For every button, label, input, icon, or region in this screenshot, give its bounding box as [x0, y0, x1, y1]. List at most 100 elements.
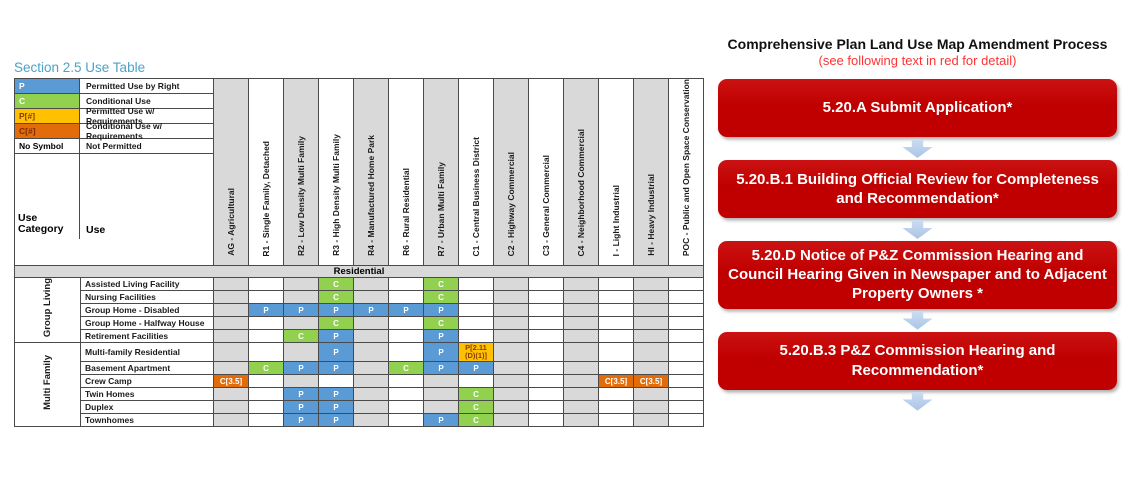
legend-label: Conditional Use w/ Requirements: [86, 121, 163, 141]
table-corner: P Permitted Use by Right C Conditional Use P…: [14, 77, 214, 267]
use-cell-I: [598, 342, 634, 363]
use-label: Nursing Facilities: [80, 290, 214, 305]
column-header-HI: HI - Heavy Industrial: [633, 77, 669, 267]
column-header-C2: C2 - Highway Commercial: [493, 77, 529, 267]
use-cell-R2: [283, 342, 319, 363]
use-cell-AG: [213, 316, 249, 331]
use-cell-R4: [353, 387, 389, 402]
use-cell-R3: P: [318, 303, 354, 318]
use-cell-R2: C: [283, 329, 319, 344]
use-label: Retirement Facilities: [80, 329, 214, 344]
legend-row-4: No Symbol Not Permitted: [15, 139, 213, 154]
column-header-R1: R1 - Single Family, Detached: [248, 77, 284, 267]
flow-arrow-wrap: [718, 219, 1117, 240]
legend-row-0: P Permitted Use by Right: [15, 79, 213, 94]
use-cell-C1: P: [458, 361, 494, 376]
use-cell-R6: [388, 374, 424, 389]
use-cell-R1: [248, 387, 284, 402]
use-cell-R6: [388, 329, 424, 344]
flow-step-label: 5.20.B.1 Building Official Review for Co…: [736, 170, 1099, 207]
use-cell-R2: [283, 277, 319, 292]
use-cell-R6: [388, 316, 424, 331]
use-cell-C1: [458, 374, 494, 389]
group-label-multi-family: Multi Family: [14, 342, 81, 428]
use-cell-R4: [353, 400, 389, 415]
use-cell-R3: P: [318, 342, 354, 363]
use-cell-R6: P: [388, 303, 424, 318]
use-cell-C3: [528, 400, 564, 415]
use-cell-R3: P: [318, 329, 354, 344]
use-cell-C2: [493, 303, 529, 318]
use-row: Crew Camp C[3.5] C[3.5] C[3.5]: [15, 374, 704, 389]
use-cell-C1: [458, 303, 494, 318]
arrow-down-icon: [902, 310, 933, 330]
use-row: Townhomes P P P C: [15, 413, 704, 428]
use-cell-C4: [563, 413, 599, 428]
use-cell-C2: [493, 290, 529, 305]
column-header-R6: R6 - Rural Residential: [388, 77, 424, 267]
corner-bottom: Use Category Use: [16, 154, 213, 239]
use-cell-I: [598, 400, 634, 415]
use-cell-AG: [213, 413, 249, 428]
use-cell-R2: P: [283, 413, 319, 428]
use-cell-C2: [493, 361, 529, 376]
use-cell-C2: [493, 413, 529, 428]
use-cell-C4: [563, 303, 599, 318]
use-cell-R1: [248, 277, 284, 292]
banner-row: Residential: [14, 265, 704, 279]
use-cell-POC: [668, 361, 704, 376]
use-cell-C4: [563, 400, 599, 415]
use-cell-C2: [493, 277, 529, 292]
use-cell-R4: [353, 374, 389, 389]
use-cell-I: [598, 303, 634, 318]
use-row: Group Home - Halfway House C C: [15, 316, 704, 331]
use-cell-C2: [493, 387, 529, 402]
use-cell-C2: [493, 316, 529, 331]
use-cell-R7: P: [423, 361, 459, 376]
use-cell-R6: [388, 290, 424, 305]
use-cell-R7: P: [423, 329, 459, 344]
use-cell-POC: [668, 400, 704, 415]
use-cell-R2: P: [283, 387, 319, 402]
use-cell-R3: P: [318, 361, 354, 376]
flow-arrow-wrap: [718, 391, 1117, 412]
use-cell-C3: [528, 303, 564, 318]
use-cell-R2: P: [283, 400, 319, 415]
use-cell-POC: [668, 374, 704, 389]
column-header-C4: C4 - Neighborhood Commercial: [563, 77, 599, 267]
use-label: Townhomes: [80, 413, 214, 428]
use-cell-R4: [353, 342, 389, 363]
use-cell-HI: [633, 290, 669, 305]
column-header-C1: C1 - Central Business District: [458, 77, 494, 267]
use-cell-R6: [388, 400, 424, 415]
use-cell-R7: [423, 387, 459, 402]
use-cell-R2: [283, 290, 319, 305]
use-cell-R4: [353, 277, 389, 292]
use-cell-R1: [248, 342, 284, 363]
flow-step-3: 5.20.D Notice of P&Z Commission Hearing …: [718, 241, 1117, 309]
column-header-POC: POC - Public and Open Space Conservation: [668, 77, 704, 267]
use-label: Group Home - Halfway House: [80, 316, 214, 331]
use-cell-R3: C: [318, 316, 354, 331]
flowchart-steps: 5.20.A Submit Application* 5.20.B.1 Build…: [718, 79, 1117, 412]
use-cell-AG: [213, 400, 249, 415]
legend-label: Permitted Use w/ Requirements: [86, 106, 155, 126]
use-cell-C4: [563, 361, 599, 376]
arrow-down-icon: [902, 139, 933, 158]
use-cell-I: [598, 387, 634, 402]
flowchart-subtitle: (see following text in red for detail): [818, 53, 1017, 68]
legend-label: Conditional Use: [86, 96, 151, 106]
use-cell-I: [598, 329, 634, 344]
use-cell-AG: [213, 303, 249, 318]
legend-swatch-PR: P[#]: [15, 109, 80, 123]
use-row: Multi Family Multi-family Residential P P P[…: [14, 342, 704, 428]
flow-step-label: 5.20.D Notice of P&Z Commission Hearing …: [728, 247, 1107, 303]
use-cell-R7: P: [423, 303, 459, 318]
use-cell-POC: [668, 329, 704, 344]
use-cell-C1: C: [458, 387, 494, 402]
use-cell-POC: [668, 290, 704, 305]
use-cell-AG: [213, 342, 249, 363]
header-row: P Permitted Use by Right C Conditional Use P…: [14, 77, 704, 267]
use-label: Basement Apartment: [80, 361, 214, 376]
use-cell-C3: [528, 277, 564, 292]
